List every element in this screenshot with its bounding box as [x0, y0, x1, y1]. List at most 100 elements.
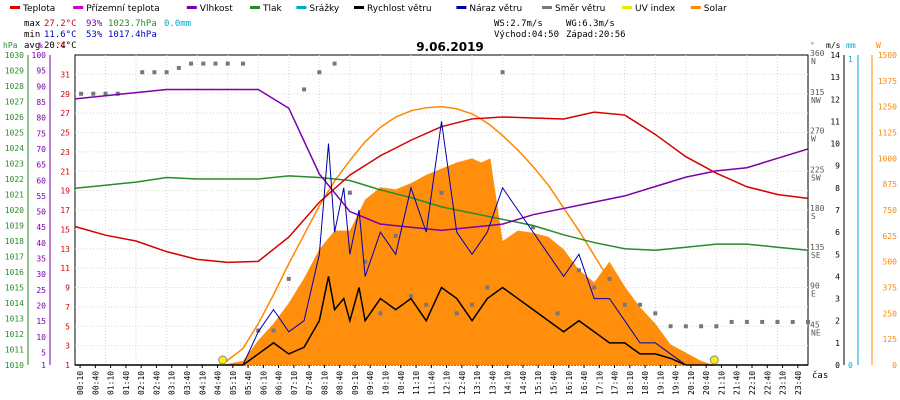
x-tick-label-36: 18:10 [626, 371, 635, 395]
x-tick-label-4: 02:10 [137, 371, 146, 395]
legend-label-9: Solar [704, 4, 727, 14]
degc-tick-9: 19 [60, 187, 70, 196]
x-tick-label-38: 19:10 [656, 371, 665, 395]
legend-label-5: Rychlost větru [367, 4, 432, 14]
degc-tick-12: 25 [60, 129, 70, 138]
legend-label-0: Teplota [22, 4, 55, 14]
degc-tick-4: 9 [65, 284, 70, 293]
pct-tick-1: 5 [41, 348, 46, 357]
y-axes: 1010101110121013101410151016101710181019… [5, 49, 897, 370]
wind-dir-point-15 [286, 276, 291, 281]
x-tick-label-19: 09:40 [366, 371, 375, 395]
x-tick-label-30: 15:10 [534, 371, 543, 395]
wind-dir-point-39 [683, 324, 688, 329]
wind-dir-point-28 [485, 285, 490, 290]
dir-compass-1: E [811, 290, 816, 299]
x-tick-label-12: 06:10 [259, 371, 268, 395]
hpa-tick-3: 1013 [5, 315, 24, 324]
dir-tick-3: 180 [810, 204, 825, 213]
chart-title: 9.06.2019 [416, 40, 484, 54]
legend-swatch-8 [622, 6, 632, 9]
pct-tick-15: 75 [36, 129, 46, 138]
pct-tick-9: 45 [36, 223, 46, 232]
wind-dir-point-36 [638, 302, 643, 307]
wm2-tick-6: 750 [883, 206, 898, 215]
hpa-tick-13: 1023 [5, 160, 24, 169]
wind-dir-point-7 [176, 65, 181, 70]
line-series [74, 88, 809, 366]
x-tick-label-34: 17:10 [595, 371, 604, 395]
mm-tick-0: 0 [848, 361, 853, 370]
stat-ws: WS:2.7m/s [494, 19, 543, 29]
wm2-tick-8: 1000 [878, 154, 897, 163]
pct-tick-0: 1 [41, 361, 46, 370]
pct-tick-5: 25 [36, 286, 46, 295]
hpa-tick-9: 1019 [5, 222, 24, 231]
hpa-tick-18: 1028 [5, 82, 24, 91]
legend-swatch-3 [250, 6, 260, 9]
hpa-tick-19: 1029 [5, 67, 24, 76]
ms-tick-11: 11 [830, 117, 840, 126]
wind-dir-point-33 [592, 285, 597, 290]
axis-unit-wm2: W [876, 41, 881, 50]
wind-dir-point-31 [555, 311, 560, 316]
hpa-tick-14: 1024 [5, 144, 24, 153]
stat-max-press: 1023.7hPa [108, 19, 157, 29]
legend-swatch-1 [73, 6, 84, 9]
stat-max-hum: 93% [86, 19, 103, 29]
stat-min-temp: 11.6°C [44, 30, 77, 40]
sunset-marker [709, 355, 719, 365]
pct-tick-7: 35 [36, 255, 46, 264]
stat-max-rain: 0.0mm [164, 19, 191, 29]
x-axis: 00:10 00:40 01:10 01:40 02:10 02:40 03:10 03:40… [76, 365, 803, 395]
degc-tick-1: 3 [65, 342, 70, 351]
legend-swatch-9 [690, 6, 701, 9]
wind-dir-point-35 [622, 302, 627, 307]
solar-theoretical-line [221, 105, 714, 366]
stat-max-label: max [24, 19, 41, 29]
legend-label-4: Srážky [309, 4, 340, 14]
degc-tick-13: 27 [60, 109, 70, 118]
degc-tick-0: 1 [65, 361, 70, 370]
dir-compass-7: N [811, 57, 816, 66]
ms-tick-3: 3 [835, 295, 840, 304]
legend-swatch-7 [542, 6, 552, 9]
wind-dir-point-4 [140, 70, 145, 75]
ms-tick-7: 7 [835, 206, 840, 215]
degc-tick-8: 17 [60, 206, 70, 215]
hpa-tick-11: 1021 [5, 191, 24, 200]
pct-tick-14: 70 [36, 145, 46, 154]
wind-dir-point-1 [91, 91, 96, 96]
wind-dir-point-17 [317, 70, 322, 75]
dir-compass-2: SE [811, 251, 821, 260]
wind-dir-point-47 [806, 319, 810, 324]
stat-avg-temp: 20.4°C [44, 41, 77, 51]
wind-dir-point-40 [699, 324, 704, 329]
x-axis-unit: čas [812, 370, 828, 381]
wm2-tick-9: 1125 [878, 129, 897, 138]
hpa-tick-17: 1027 [5, 98, 24, 107]
mm-tick-1: 1 [848, 55, 853, 64]
pct-tick-4: 20 [36, 302, 46, 311]
solar-measured-area [221, 158, 714, 365]
x-tick-label-45: 22:40 [763, 371, 772, 395]
x-tick-label-5: 02:40 [152, 371, 161, 395]
pct-tick-8: 40 [36, 239, 46, 248]
x-tick-label-11: 05:40 [244, 371, 253, 395]
hpa-tick-12: 1022 [5, 175, 24, 184]
ms-tick-14: 14 [830, 51, 840, 60]
sunrise-marker [218, 355, 228, 365]
hpa-tick-4: 1014 [5, 299, 24, 308]
x-tick-label-31: 15:40 [549, 371, 558, 395]
pct-tick-12: 60 [36, 176, 46, 185]
dir-tick-0: 45 [810, 320, 820, 329]
ms-tick-2: 2 [835, 317, 840, 326]
wind-dir-point-34 [607, 276, 612, 281]
stat-min-label: min [24, 30, 40, 40]
pct-tick-18: 90 [36, 82, 46, 91]
dir-tick-4: 225 [810, 165, 825, 174]
wind-dir-point-32 [576, 268, 581, 273]
wind-dir-point-9 [201, 61, 206, 66]
x-tick-label-18: 09:10 [351, 371, 360, 395]
wind-dir-point-43 [744, 319, 749, 324]
